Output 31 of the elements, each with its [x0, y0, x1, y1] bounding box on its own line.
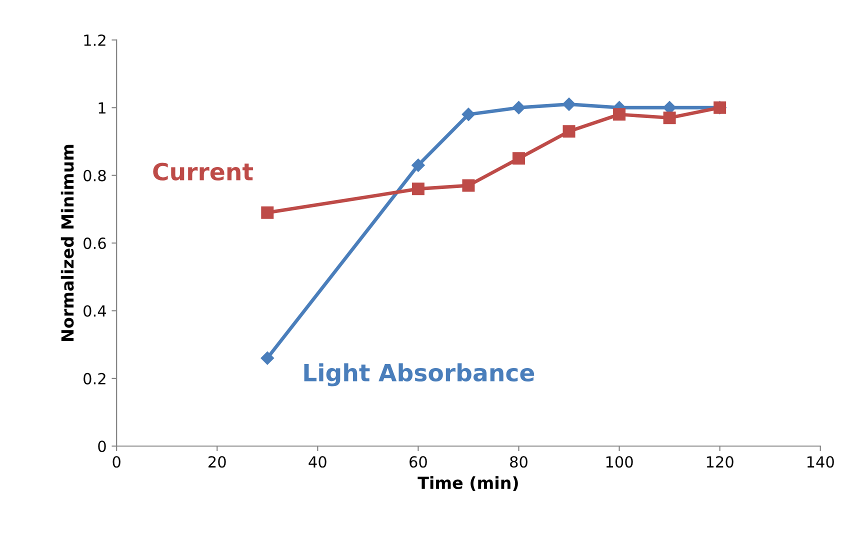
y-axis-title: Normalized Minimum: [60, 144, 74, 341]
x-axis-title: Time (min): [418, 476, 518, 492]
x-tick-label: 140: [807, 456, 834, 468]
y-tick-label: 0.8: [84, 170, 106, 182]
y-tick-label: 0.2: [84, 372, 106, 384]
point: [462, 108, 476, 122]
x-tick-label: 100: [606, 456, 633, 468]
point: [261, 206, 274, 219]
series-label: Light Absorbance: [304, 363, 534, 386]
x-tick-label: 40: [308, 456, 326, 468]
y-tick-label: 1.2: [84, 34, 106, 46]
point: [562, 125, 576, 138]
point: [512, 101, 526, 114]
x-tick-label: 80: [510, 456, 528, 468]
point: [260, 352, 274, 365]
point: [512, 152, 525, 165]
y-tick-label: 0.4: [84, 305, 106, 317]
y-tick-label: 0: [98, 440, 106, 452]
point: [613, 108, 626, 121]
x-tick-label: 60: [410, 456, 427, 468]
x-tick-label: 120: [706, 456, 734, 468]
point: [562, 98, 576, 111]
y-tick-label: 1: [98, 102, 106, 114]
series-label: Current: [153, 162, 253, 181]
point: [663, 112, 676, 124]
point: [462, 179, 475, 192]
y-tick-label: 0.6: [84, 238, 106, 250]
x-tick-label: 0: [112, 456, 120, 468]
x-tick-label: 20: [208, 456, 226, 468]
point: [412, 182, 424, 196]
point: [412, 158, 425, 172]
